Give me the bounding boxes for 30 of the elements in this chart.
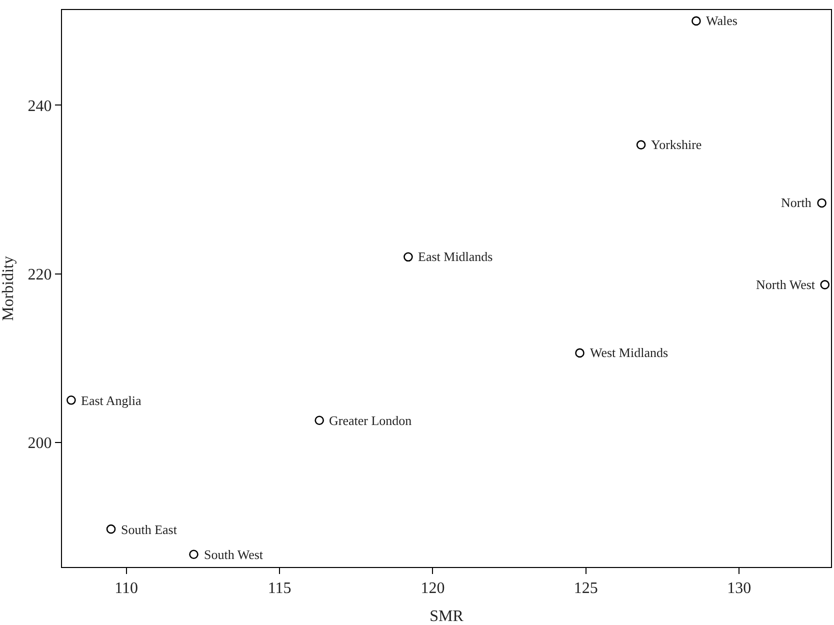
- x-tick-label: 125: [574, 580, 598, 598]
- x-tick-label: 110: [114, 580, 138, 598]
- annotation: West Midlands: [590, 345, 668, 360]
- annotation: Wales: [706, 13, 738, 28]
- x-tick-label: 115: [268, 580, 292, 598]
- annotation: South West: [204, 547, 264, 562]
- x-tick-label: 120: [420, 580, 445, 598]
- point: [575, 348, 584, 358]
- annotation: North West: [756, 277, 816, 292]
- point: [820, 280, 830, 290]
- point: [314, 416, 324, 426]
- point: [817, 198, 826, 208]
- x-axis-title: SMR: [430, 608, 464, 625]
- annotation: East Anglia: [81, 393, 142, 408]
- point: [106, 524, 116, 534]
- x-tick-label: 130: [727, 580, 752, 598]
- y-tick-label: 240: [28, 98, 52, 115]
- annotation: East Midlands: [418, 249, 493, 264]
- y-axis-title: Morbidity: [0, 256, 17, 321]
- y-tick-label: 220: [28, 266, 52, 284]
- point: [692, 16, 701, 26]
- annotation: South East: [121, 522, 178, 537]
- y-tick-label: 200: [28, 434, 52, 452]
- annotation: Yorkshire: [651, 137, 702, 152]
- point: [189, 550, 198, 560]
- annotation: North: [781, 195, 812, 210]
- point: [66, 396, 76, 405]
- annotation: Greater London: [329, 413, 412, 428]
- point: [404, 252, 413, 262]
- point: [636, 140, 646, 150]
